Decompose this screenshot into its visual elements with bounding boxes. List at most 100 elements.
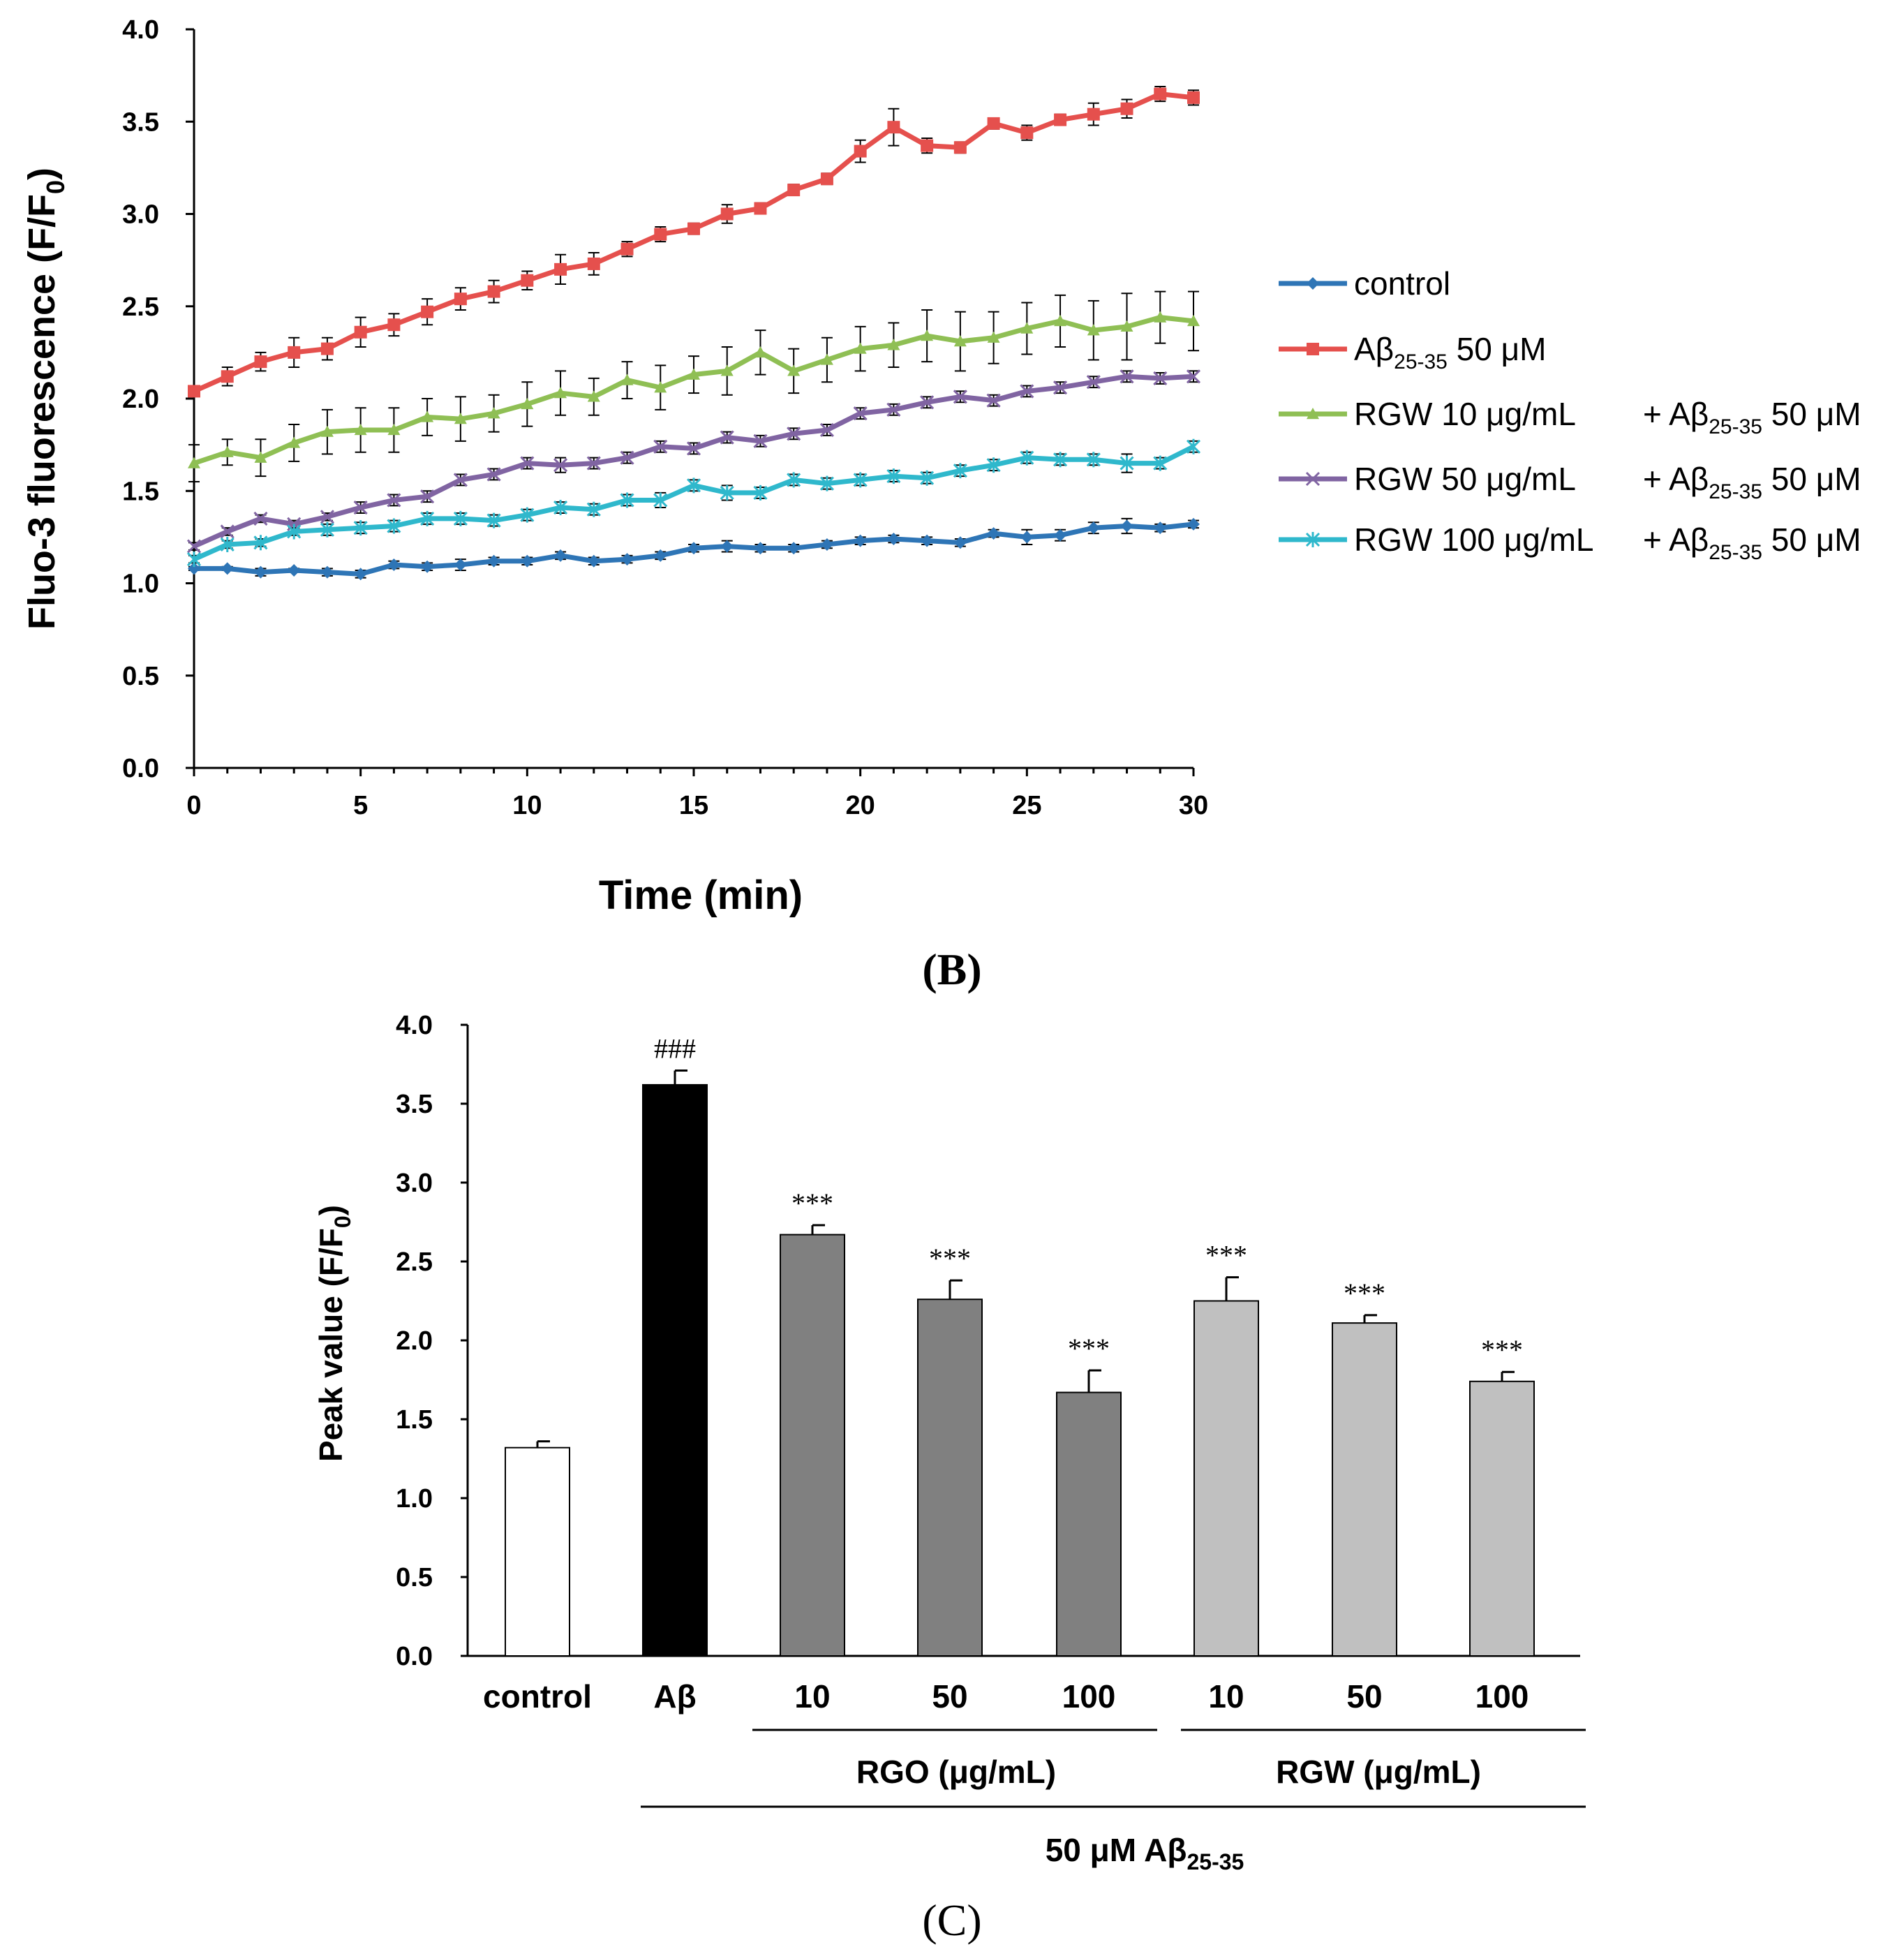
data-point-rgw-50-abeta — [553, 458, 568, 473]
bar-chart-panel: 0.0 0.5 1.0 1.5 2.0 2.5 3.0 3.5 4.0 control ### Aβ… — [313, 1011, 1586, 1945]
line-y-tick-label: 1.0 — [122, 570, 159, 599]
data-point-control — [720, 540, 734, 553]
bar-6: *** 50 — [1332, 1278, 1397, 1715]
data-point-control — [221, 562, 234, 575]
legend-label: RGW 50 μg/mL — [1354, 461, 1576, 497]
data-point-rgw-100-abeta — [453, 510, 468, 526]
data-point-abeta-50-um — [354, 325, 367, 339]
data-point-rgw-100-abeta — [653, 492, 668, 508]
bar-category-label: 10 — [794, 1678, 830, 1715]
data-point-rgw-100-abeta — [1020, 450, 1034, 466]
bar-4: *** 100 — [1056, 1333, 1122, 1715]
data-point-rgw-50-abeta — [787, 427, 801, 441]
data-point-rgw-10-abeta — [687, 368, 700, 380]
data-point-abeta-50-um — [254, 355, 267, 369]
data-point-rgw-100-abeta — [787, 472, 801, 488]
data-point-rgw-50-abeta — [653, 439, 668, 454]
data-point-rgw-100-abeta — [1053, 452, 1068, 468]
data-point-control — [854, 534, 867, 547]
data-point-control — [254, 565, 267, 579]
data-point-rgw-10-abeta — [820, 353, 833, 365]
data-point-rgw-100-abeta — [986, 457, 1001, 473]
data-point-abeta-50-um — [820, 172, 833, 186]
significance-label: *** — [1344, 1278, 1385, 1309]
bar-error-bar — [1225, 1276, 1239, 1301]
data-point-rgw-50-abeta — [920, 395, 935, 410]
data-point-rgw-100-abeta — [353, 520, 368, 536]
data-point-rgw-100-abeta — [720, 484, 734, 501]
bar-category-label: Aβ — [653, 1678, 696, 1715]
data-point-rgw-10-abeta — [1054, 314, 1067, 327]
data-point-control — [421, 560, 434, 573]
data-point-abeta-50-um — [554, 262, 567, 276]
significance-label: ### — [654, 1033, 696, 1065]
data-point-rgw-50-abeta — [886, 402, 901, 417]
data-point-rgw-10-abeta — [554, 387, 567, 399]
data-point-rgw-50-abeta — [853, 406, 868, 421]
data-point-abeta-50-um — [1154, 87, 1167, 101]
data-point-control — [1020, 531, 1034, 544]
data-point-abeta-50-um — [953, 141, 967, 154]
significance-label: *** — [929, 1243, 971, 1274]
data-point-control — [953, 536, 967, 549]
bar-category-label: 10 — [1208, 1678, 1244, 1715]
data-point-control — [387, 558, 401, 572]
data-point-rgw-10-abeta — [654, 381, 667, 393]
data-point-rgw-10-abeta — [620, 373, 634, 385]
data-point-abeta-50-um — [1020, 126, 1034, 140]
data-point-abeta-50-um — [587, 257, 600, 270]
data-point-control — [1120, 519, 1133, 533]
data-point-abeta-50-um — [754, 202, 767, 215]
data-point-rgw-10-abeta — [354, 423, 367, 436]
data-point-rgw-100-abeta — [486, 512, 501, 528]
data-point-rgw-10-abeta — [421, 410, 434, 422]
data-point-abeta-50-um — [1087, 108, 1100, 121]
bar-y-tick-label: 4.0 — [396, 1011, 433, 1040]
panel-label-c: (C) — [922, 1895, 981, 1945]
data-point-control — [188, 562, 200, 575]
bar-error-bar — [1501, 1370, 1515, 1382]
data-point-rgw-50-abeta — [686, 441, 701, 456]
data-point-abeta-50-um — [320, 342, 334, 355]
legend-swatch-marker — [1307, 343, 1319, 355]
series-line-abeta-50-um — [193, 91, 1194, 394]
data-point-rgw-100-abeta — [953, 463, 967, 479]
line-y-ticks: 0.0 0.5 1.0 1.5 2.0 2.5 3.0 3.5 4.0 — [122, 15, 194, 783]
data-point-abeta-50-um — [454, 293, 467, 306]
data-point-rgw-100-abeta — [1186, 438, 1201, 454]
significance-label: *** — [1481, 1334, 1523, 1365]
data-point-control — [921, 534, 934, 547]
data-point-rgw-50-abeta — [620, 450, 634, 465]
data-point-control — [987, 527, 1000, 540]
data-point-rgw-100-abeta — [553, 500, 568, 516]
data-point-rgw-10-abeta — [254, 451, 267, 463]
data-point-abeta-50-um — [487, 285, 500, 298]
bar-y-tick-label: 0.5 — [396, 1563, 433, 1592]
data-point-rgw-10-abeta — [854, 342, 867, 354]
data-point-rgw-50-abeta — [220, 524, 235, 539]
bar-y-tick-label: 2.5 — [396, 1248, 433, 1277]
data-point-rgw-100-abeta — [1086, 452, 1101, 468]
data-point-rgw-10-abeta — [221, 445, 234, 457]
bar-1: ### Aβ — [642, 1033, 708, 1715]
line-x-ticks: 0 5 10 15 20 25 30 — [186, 768, 1208, 820]
line-x-tick-label: 20 — [846, 791, 875, 820]
data-point-control — [654, 549, 667, 562]
data-point-rgw-10-abeta — [754, 346, 767, 358]
abeta-group-label: 50 μM Aβ25-35 — [1046, 1832, 1244, 1874]
bar-error-bar — [536, 1440, 550, 1448]
line-y-tick-label: 0.5 — [122, 662, 159, 691]
data-point-abeta-50-um — [221, 370, 234, 383]
data-point-rgw-50-abeta — [1120, 369, 1134, 384]
data-point-rgw-50-abeta — [953, 390, 967, 404]
data-point-control — [521, 554, 534, 568]
data-point-control — [1187, 517, 1200, 531]
data-point-rgw-50-abeta — [819, 422, 834, 438]
data-point-rgw-100-abeta — [1153, 455, 1168, 471]
legend-swatch-marker — [1305, 532, 1321, 547]
data-point-abeta-50-um — [921, 139, 934, 152]
bar-rect — [1056, 1391, 1122, 1657]
line-y-tick-label: 3.0 — [122, 200, 159, 230]
data-point-rgw-100-abeta — [1120, 455, 1134, 471]
